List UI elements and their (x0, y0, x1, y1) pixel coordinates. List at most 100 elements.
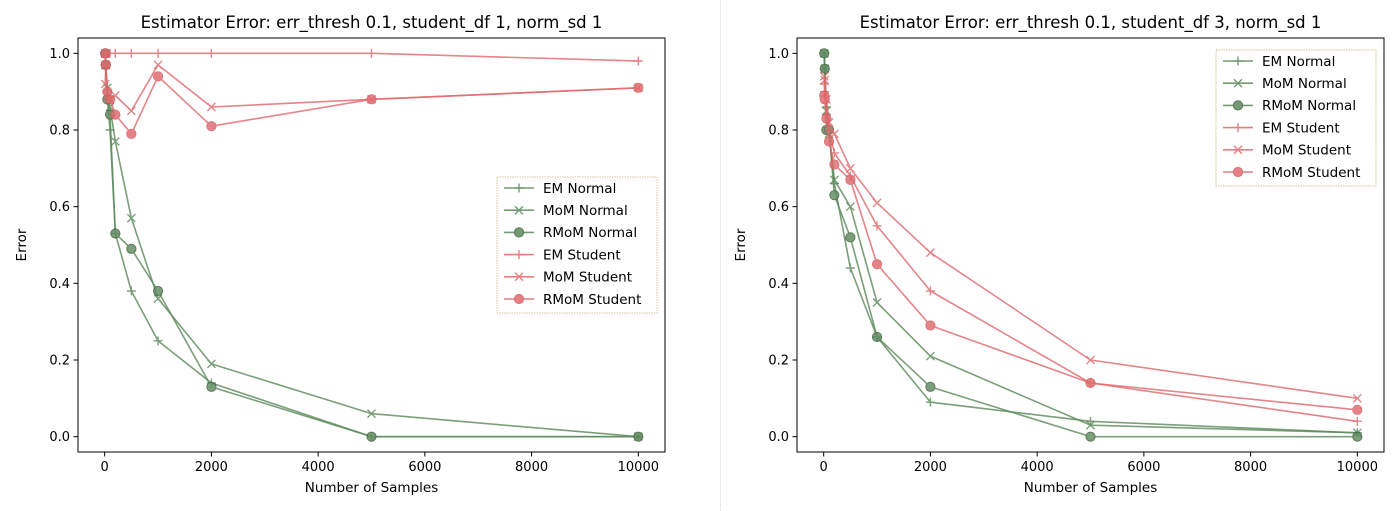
data-point (110, 137, 120, 146)
data-point (206, 381, 217, 392)
data-point (110, 48, 120, 58)
data-point (100, 48, 111, 59)
axes-frame (796, 37, 1385, 453)
legend-marker (513, 227, 525, 238)
plot-area (819, 48, 1363, 442)
data-point (104, 94, 116, 105)
data-point (110, 109, 121, 120)
series-rmom-student (819, 90, 1363, 415)
data-point (845, 263, 855, 273)
data-point (100, 59, 111, 70)
legend-entry-handle (504, 205, 534, 215)
data-point (126, 128, 137, 139)
data-point (1352, 416, 1362, 426)
series-mom-student (100, 60, 643, 116)
data-point (367, 48, 376, 58)
data-point (871, 331, 883, 343)
x-tick-label: 10000 (618, 460, 659, 475)
legend-box (496, 176, 658, 314)
y-tick-label: 0.0 (49, 430, 70, 445)
y-tick-label: 0.8 (49, 124, 70, 139)
legend-label: MoM Normal (1262, 76, 1347, 92)
legend-label: RMoM Normal (543, 225, 637, 241)
legend-marker (1233, 56, 1243, 66)
data-point (823, 136, 835, 147)
data-point (925, 381, 936, 392)
legend-marker (1233, 78, 1243, 88)
data-point (366, 431, 377, 442)
data-point (872, 298, 882, 307)
legend-marker (514, 250, 524, 260)
y-tick-label: 0.4 (768, 277, 789, 292)
x-tick-label: 2000 (195, 460, 228, 475)
data-point (845, 232, 856, 243)
data-point (925, 286, 935, 296)
data-point (152, 71, 164, 82)
series-line (823, 95, 1358, 411)
legend-entry-handle (504, 272, 534, 282)
data-point (829, 129, 839, 139)
data-point (925, 320, 936, 331)
legend: EM Normal MoM Normal RMoM Normal EM Student… (496, 176, 658, 314)
data-point (925, 351, 935, 361)
series-em-student (100, 48, 643, 66)
data-point (1085, 377, 1096, 389)
legend-marker (514, 272, 524, 282)
data-point (633, 56, 643, 66)
data-point (110, 228, 121, 239)
y-tick-label: 1.0 (49, 47, 70, 62)
legend-entry-handle (504, 227, 534, 238)
data-point (829, 159, 840, 170)
legend-label: EM Student (1262, 120, 1340, 136)
y-tick-label: 0.2 (768, 354, 789, 369)
data-point (821, 113, 832, 124)
x-tick-label: 0 (820, 460, 828, 475)
legend-marker (1232, 166, 1244, 178)
x-tick-label: 4000 (1021, 460, 1054, 475)
panel-divider (720, 0, 721, 511)
chart-panel-1: Estimator Error: err_thresh 0.1, student… (14, 13, 666, 496)
data-point (153, 60, 163, 70)
data-point (829, 175, 839, 185)
x-tick-label: 6000 (1127, 460, 1160, 475)
legend-entry-handle (504, 183, 534, 193)
x-tick-label: 8000 (1234, 460, 1267, 475)
legend-label: EM Student (543, 247, 621, 263)
data-point (925, 248, 935, 258)
legend-label: RMoM Student (543, 292, 641, 308)
data-point (819, 94, 830, 105)
y-tick-label: 0.6 (49, 200, 70, 215)
series-line (823, 76, 1358, 400)
data-point (1086, 420, 1095, 430)
x-tick-label: 2000 (914, 460, 947, 475)
series-line (104, 53, 639, 135)
legend-label: EM Normal (1262, 54, 1335, 70)
legend-entry-handle (1223, 145, 1253, 155)
data-point (829, 190, 840, 201)
legend-entry-handle (1223, 100, 1253, 111)
data-point (126, 106, 136, 116)
legend-label: MoM Normal (543, 203, 628, 219)
legend-entry-handle (1223, 166, 1253, 178)
data-point (126, 48, 136, 58)
y-tick-label: 0.2 (49, 354, 70, 369)
data-point (152, 285, 164, 297)
data-point (1352, 431, 1363, 442)
y-axis-label: Error (14, 228, 30, 261)
legend-marker (514, 183, 524, 193)
data-point (126, 243, 137, 254)
series-rmom-student (100, 48, 644, 139)
x-axis-label: Number of Samples (305, 480, 438, 496)
legend-marker (1232, 100, 1244, 111)
data-point (1352, 393, 1362, 403)
legend-entry-handle (1223, 78, 1253, 88)
data-point (206, 48, 216, 58)
y-tick-label: 0.0 (768, 430, 789, 445)
data-point (820, 75, 830, 85)
data-point (872, 221, 882, 231)
x-tick-label: 4000 (302, 460, 335, 475)
data-point (206, 102, 216, 112)
data-point (367, 409, 376, 419)
data-point (845, 202, 855, 212)
y-tick-label: 0.8 (768, 124, 789, 139)
